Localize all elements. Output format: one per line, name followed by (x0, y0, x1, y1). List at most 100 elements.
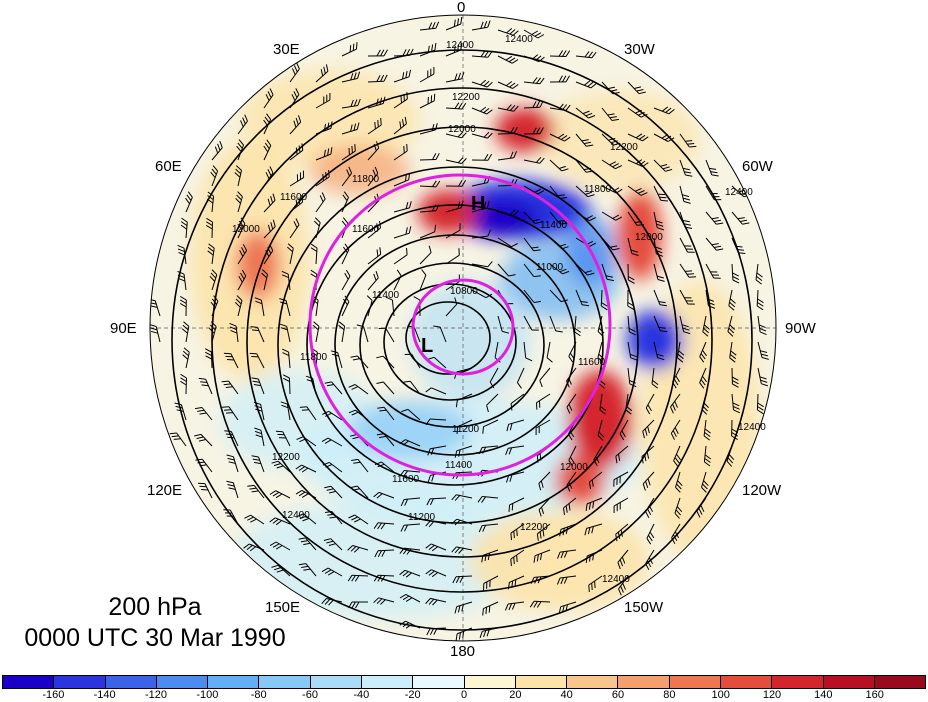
contour-label: 11600 (578, 357, 606, 368)
wind-barb-feather (502, 330, 510, 334)
wind-barb-feather (255, 408, 263, 412)
wind-barb-feather (229, 322, 237, 327)
wind-barb-feather (531, 30, 539, 35)
wind-barb-feather (637, 111, 645, 116)
wind-barb-feather (180, 373, 187, 379)
wind-barb-staff (289, 201, 303, 213)
wind-barb-feather (211, 269, 218, 276)
wind-barb-staff (211, 300, 219, 317)
wind-barb-staff (535, 419, 551, 429)
wind-barb-feather (377, 550, 382, 558)
wind-barb-feather (611, 118, 620, 121)
wind-barb-feather (293, 65, 298, 73)
wind-barb-feather (323, 66, 326, 74)
wind-barb-feather (330, 121, 333, 129)
wind-barb-staff (679, 185, 685, 202)
wind-barb-feather (227, 457, 235, 461)
wind-barb-staff (601, 159, 616, 170)
wind-barb-staff (445, 78, 462, 83)
wind-barb-feather (533, 249, 541, 252)
wind-barb-feather (209, 324, 216, 331)
wind-barb-staff (337, 352, 343, 369)
wind-barb-staff (560, 523, 577, 530)
wind-barb-staff (377, 574, 395, 577)
wind-barb-feather (639, 134, 646, 140)
wind-barb-feather (295, 117, 299, 125)
wind-barb-feather (275, 520, 283, 526)
wind-barb-feather (279, 298, 287, 301)
wind-barb-feather (588, 115, 596, 119)
wind-barb-feather (689, 145, 697, 148)
wind-barb-feather (269, 166, 274, 174)
wind-barb-feather (195, 458, 203, 461)
wind-barb-feather (460, 17, 463, 25)
wind-barb-staff (301, 489, 317, 499)
colorbar-segment (105, 676, 157, 688)
wind-barb-staff (566, 367, 577, 382)
wind-barb-feather (655, 220, 663, 224)
wind-barb-feather (637, 190, 645, 194)
wind-barb-feather (425, 543, 432, 549)
wind-barb-feather (199, 464, 207, 467)
wind-barb-feather (353, 72, 357, 80)
wind-barb-staff (419, 100, 435, 109)
wind-barb-feather (272, 491, 280, 497)
wind-barb-staff (549, 159, 563, 172)
wind-barb-feather (586, 215, 593, 220)
wind-barb-staff (575, 133, 587, 147)
wind-barb-feather (599, 405, 607, 412)
contour-label: 11800 (584, 184, 612, 195)
wind-barb-staff (445, 107, 463, 110)
wind-barb-feather (173, 438, 181, 440)
colorbar-segment (618, 676, 670, 688)
wind-barb-feather (484, 153, 489, 161)
wind-barb-feather (648, 505, 654, 513)
lon-label-0: 0 (457, 0, 466, 16)
wind-barb-feather (684, 171, 692, 174)
wind-barb-feather (269, 541, 277, 547)
wind-barb-staff (315, 99, 331, 109)
wind-barb-staff (705, 289, 709, 306)
wind-barb-feather (404, 116, 407, 124)
wind-barb-feather (585, 503, 588, 511)
wind-barb-feather (244, 514, 251, 519)
wind-barb-feather (587, 81, 594, 87)
wind-barb-feather (322, 461, 330, 466)
wind-barb-feather (425, 569, 432, 575)
wind-barb-staff (249, 543, 265, 551)
wind-barb-feather (756, 276, 763, 281)
wind-barb-feather (757, 406, 764, 411)
wind-barb-feather (729, 298, 736, 304)
wind-barb-feather (426, 498, 431, 506)
wind-barb-staff (593, 445, 603, 461)
wind-barb-feather (213, 295, 219, 302)
wind-barb-feather (565, 75, 570, 83)
wind-barb-staff (237, 120, 248, 135)
wind-barb-feather (542, 529, 545, 537)
wind-barb-staff (534, 549, 551, 557)
wind-barb-staff (549, 289, 562, 302)
wind-barb-feather (234, 172, 241, 178)
wind-barb-feather (702, 405, 708, 412)
wind-barb-feather (328, 599, 334, 606)
wind-barb-feather (625, 406, 633, 412)
wind-barb-feather (584, 528, 588, 536)
wind-barb-feather (270, 196, 274, 204)
wind-barb-feather (196, 436, 204, 440)
wind-barb-feather (207, 250, 214, 256)
wind-barb-staff (303, 513, 317, 525)
wind-barb-feather (348, 409, 356, 414)
wind-barb-feather (183, 321, 190, 327)
wind-barb-feather (461, 604, 464, 612)
wind-barb-feather (243, 543, 250, 549)
wind-barb-feather (598, 327, 605, 334)
wind-barb-feather (555, 330, 563, 333)
wind-barb-feather (356, 122, 360, 130)
colorbar-tick-label: 20 (509, 689, 522, 701)
wind-barb-feather (348, 384, 356, 388)
wind-barb-feather (282, 374, 290, 379)
wind-barb-feather (480, 21, 484, 29)
wind-barb-staff (705, 263, 715, 279)
wind-barb-staff (367, 147, 380, 161)
wind-barb-staff (597, 419, 603, 436)
